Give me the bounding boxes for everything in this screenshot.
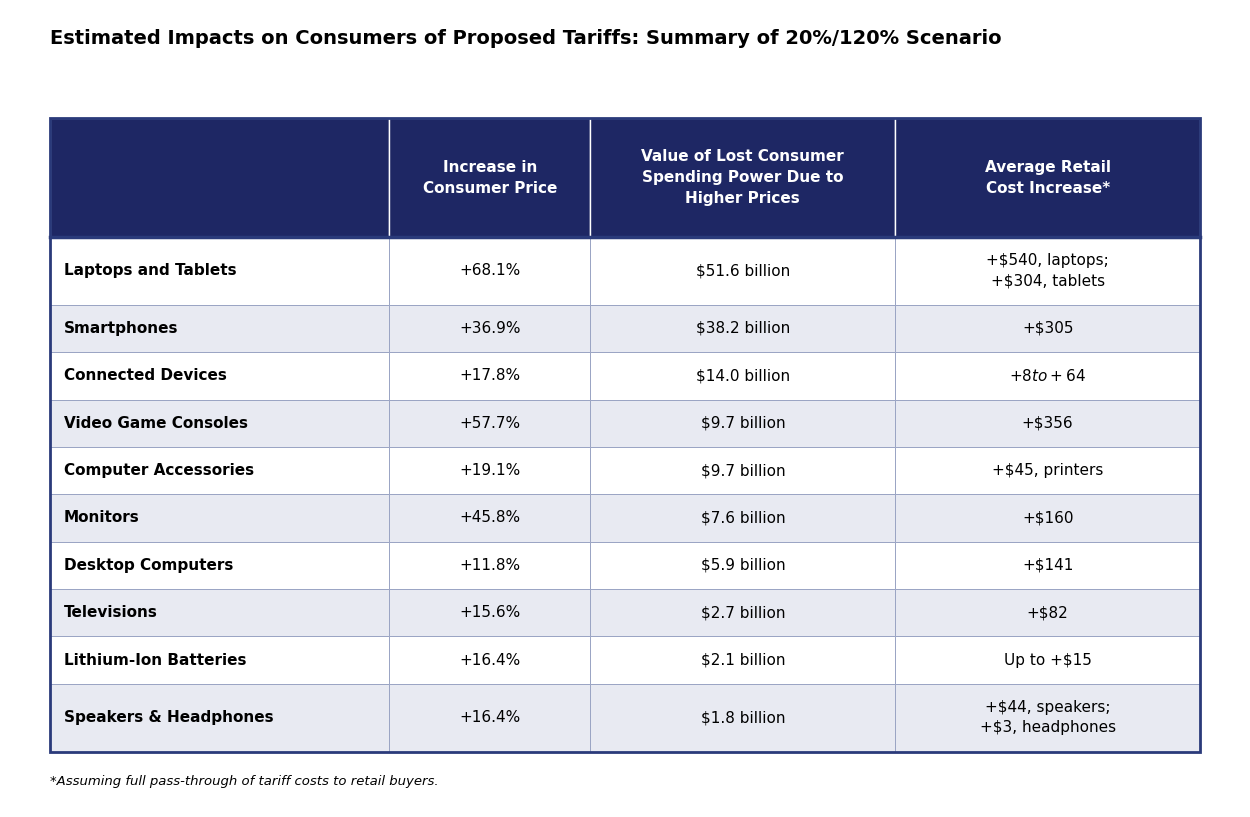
Text: *Assuming full pass-through of tariff costs to retail buyers.: *Assuming full pass-through of tariff co…	[50, 775, 439, 788]
Text: Smartphones: Smartphones	[64, 321, 179, 336]
Text: $51.6 billion: $51.6 billion	[696, 263, 790, 279]
Text: Up to +$15: Up to +$15	[1004, 653, 1091, 667]
Bar	[389, 237, 590, 305]
Text: $9.7 billion: $9.7 billion	[700, 416, 785, 431]
Bar	[895, 494, 1200, 542]
Text: Increase in
Consumer Price: Increase in Consumer Price	[422, 159, 558, 196]
Text: +45.8%: +45.8%	[459, 511, 520, 525]
Text: Estimated Impacts on Consumers of Proposed Tariffs: Summary of 20%/120% Scenario: Estimated Impacts on Consumers of Propos…	[50, 29, 1001, 47]
Text: $2.1 billion: $2.1 billion	[700, 653, 785, 667]
Bar	[590, 352, 895, 400]
Bar	[895, 400, 1200, 447]
Text: +$540, laptops;
+$304, tablets: +$540, laptops; +$304, tablets	[986, 253, 1109, 288]
Bar	[50, 589, 389, 636]
Bar	[389, 684, 590, 752]
Text: $14.0 billion: $14.0 billion	[696, 368, 790, 383]
Bar	[590, 684, 895, 752]
Text: +57.7%: +57.7%	[459, 416, 520, 431]
Text: +17.8%: +17.8%	[459, 368, 520, 383]
Bar	[50, 447, 389, 494]
Text: +11.8%: +11.8%	[459, 558, 520, 573]
Text: +$45, printers: +$45, printers	[992, 463, 1104, 478]
Bar	[590, 118, 895, 237]
Text: $5.9 billion: $5.9 billion	[700, 558, 785, 573]
Bar	[50, 352, 389, 400]
Text: +36.9%: +36.9%	[459, 321, 520, 336]
Text: Desktop Computers: Desktop Computers	[64, 558, 234, 573]
Text: $7.6 billion: $7.6 billion	[700, 511, 785, 525]
Bar	[590, 400, 895, 447]
Text: Video Game Consoles: Video Game Consoles	[64, 416, 248, 431]
Bar	[50, 636, 389, 684]
Text: +$305: +$305	[1022, 321, 1074, 336]
Text: +$82: +$82	[1026, 605, 1069, 620]
Bar	[590, 542, 895, 589]
Bar	[389, 447, 590, 494]
Bar	[389, 352, 590, 400]
Bar	[590, 636, 895, 684]
Bar	[50, 305, 389, 352]
Text: +$356: +$356	[1021, 416, 1074, 431]
Text: Lithium-Ion Batteries: Lithium-Ion Batteries	[64, 653, 246, 667]
Bar	[50, 400, 389, 447]
Text: +$160: +$160	[1022, 511, 1074, 525]
Bar	[895, 237, 1200, 305]
Text: Connected Devices: Connected Devices	[64, 368, 226, 383]
Text: Laptops and Tablets: Laptops and Tablets	[64, 263, 236, 279]
Text: Computer Accessories: Computer Accessories	[64, 463, 254, 478]
Bar	[590, 305, 895, 352]
Bar	[389, 118, 590, 237]
Text: +68.1%: +68.1%	[459, 263, 520, 279]
Bar	[389, 400, 590, 447]
Bar	[50, 494, 389, 542]
Text: Televisions: Televisions	[64, 605, 158, 620]
Text: Average Retail
Cost Increase*: Average Retail Cost Increase*	[985, 159, 1111, 196]
Bar	[389, 305, 590, 352]
Bar	[50, 542, 389, 589]
Text: Monitors: Monitors	[64, 511, 140, 525]
Bar	[895, 352, 1200, 400]
Text: +15.6%: +15.6%	[459, 605, 520, 620]
Bar	[389, 494, 590, 542]
Text: $38.2 billion: $38.2 billion	[696, 321, 790, 336]
Text: +$8 to +$64: +$8 to +$64	[1009, 368, 1086, 384]
Text: Value of Lost Consumer
Spending Power Due to
Higher Prices: Value of Lost Consumer Spending Power Du…	[641, 150, 844, 206]
Bar	[389, 636, 590, 684]
Bar	[50, 684, 389, 752]
Text: $2.7 billion: $2.7 billion	[700, 605, 785, 620]
Bar	[590, 589, 895, 636]
Bar	[895, 118, 1200, 237]
Bar	[895, 542, 1200, 589]
Bar	[590, 447, 895, 494]
Bar	[50, 118, 1200, 752]
Text: +16.4%: +16.4%	[459, 653, 520, 667]
Text: $1.8 billion: $1.8 billion	[700, 710, 785, 725]
Text: $9.7 billion: $9.7 billion	[700, 463, 785, 478]
Text: +16.4%: +16.4%	[459, 710, 520, 725]
Text: +$44, speakers;
+$3, headphones: +$44, speakers; +$3, headphones	[980, 700, 1116, 735]
Text: +19.1%: +19.1%	[459, 463, 520, 478]
Bar	[590, 494, 895, 542]
Bar	[389, 589, 590, 636]
Text: +$141: +$141	[1022, 558, 1074, 573]
Bar	[389, 542, 590, 589]
Bar	[895, 684, 1200, 752]
Bar	[50, 118, 389, 237]
Bar	[895, 305, 1200, 352]
Bar	[590, 237, 895, 305]
Bar	[50, 237, 389, 305]
Text: Speakers & Headphones: Speakers & Headphones	[64, 710, 274, 725]
Bar	[895, 636, 1200, 684]
Bar	[895, 589, 1200, 636]
Bar	[895, 447, 1200, 494]
